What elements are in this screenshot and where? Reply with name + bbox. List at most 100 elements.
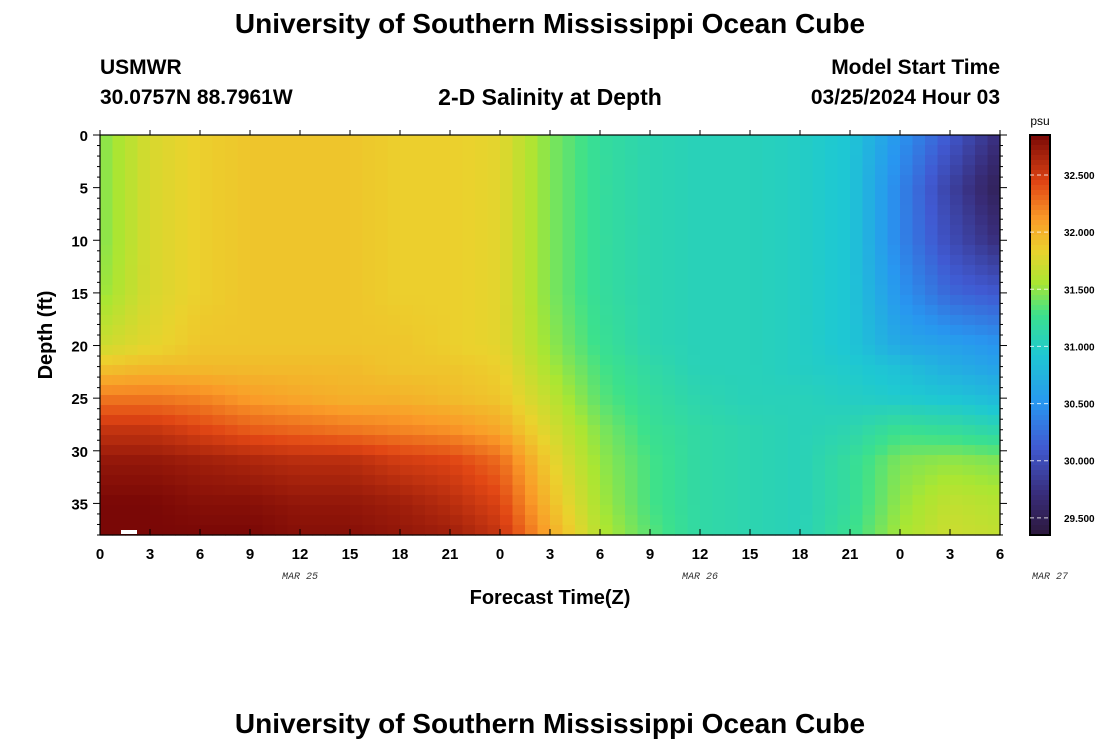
heatmap-cell [875, 195, 889, 206]
colorbar-band [1030, 210, 1050, 216]
colorbar-band [1030, 190, 1050, 196]
colorbar-tick-label: 32.500 [1064, 171, 1095, 182]
heatmap-cell [662, 215, 676, 226]
colorbar-tick-label: 29.500 [1064, 514, 1095, 525]
heatmap-cell [587, 245, 601, 256]
heatmap-cell [487, 335, 501, 346]
heatmap-cell [375, 375, 389, 386]
heatmap-cell [487, 375, 501, 386]
heatmap-cell [962, 265, 976, 276]
heatmap-cell [500, 485, 514, 496]
heatmap-cell [437, 325, 451, 336]
heatmap-cell [237, 255, 251, 266]
heatmap-cell [425, 315, 439, 326]
heatmap-cell [975, 155, 989, 166]
heatmap-cell [637, 405, 651, 416]
x-tick-label: 3 [546, 546, 554, 563]
heatmap-cell [775, 165, 789, 176]
heatmap-cell [750, 445, 764, 456]
heatmap-cell [612, 255, 626, 266]
heatmap-cell [775, 155, 789, 166]
heatmap-cell [975, 135, 989, 146]
heatmap-cell [150, 225, 164, 236]
heatmap-cell [412, 325, 426, 336]
heatmap-cell [425, 265, 439, 276]
heatmap-cell [275, 345, 289, 356]
heatmap-cell [737, 195, 751, 206]
heatmap-cell [350, 415, 364, 426]
heatmap-cell [175, 135, 189, 146]
heatmap-cell [825, 155, 839, 166]
heatmap-cell [200, 455, 214, 466]
heatmap-cell [525, 405, 539, 416]
heatmap-cell [262, 325, 276, 336]
heatmap-cell [550, 305, 564, 316]
heatmap-cell [712, 155, 726, 166]
heatmap-cell [887, 245, 901, 256]
heatmap-cell [962, 445, 976, 456]
heatmap-cell [150, 475, 164, 486]
heatmap-cell [675, 375, 689, 386]
heatmap-cell [587, 165, 601, 176]
heatmap-cell [537, 385, 551, 396]
heatmap-cell [162, 295, 176, 306]
heatmap-cell [950, 445, 964, 456]
heatmap-cell [925, 275, 939, 286]
heatmap-cell [375, 205, 389, 216]
heatmap-cell [837, 455, 851, 466]
heatmap-cell [762, 315, 776, 326]
heatmap-cell [700, 215, 714, 226]
heatmap-cell [850, 185, 864, 196]
heatmap-cell [750, 465, 764, 476]
heatmap-cell [487, 425, 501, 436]
heatmap-cell [612, 215, 626, 226]
heatmap-cell [150, 285, 164, 296]
heatmap-cell [200, 195, 214, 206]
heatmap-cell [312, 465, 326, 476]
heatmap-cell [537, 315, 551, 326]
heatmap-cell [787, 235, 801, 246]
heatmap-cell [450, 415, 464, 426]
heatmap-cell [562, 375, 576, 386]
heatmap-cell [637, 235, 651, 246]
heatmap-cell [775, 195, 789, 206]
colorbar-band [1030, 305, 1050, 311]
heatmap-cell [250, 465, 264, 476]
x-tick-label: 18 [392, 546, 409, 563]
heatmap-cell [800, 295, 814, 306]
heatmap-cell [487, 265, 501, 276]
heatmap-cell [237, 295, 251, 306]
heatmap-cell [175, 475, 189, 486]
heatmap-cell [950, 375, 964, 386]
heatmap-cell [775, 215, 789, 226]
heatmap-cell [612, 505, 626, 516]
heatmap-cell [900, 135, 914, 146]
heatmap-cell [400, 185, 414, 196]
heatmap-cell [687, 215, 701, 226]
heatmap-cell [250, 355, 264, 366]
heatmap-cell [237, 145, 251, 156]
heatmap-cell [137, 205, 151, 216]
heatmap-cell [287, 245, 301, 256]
heatmap-cell [275, 215, 289, 226]
heatmap-cell [437, 245, 451, 256]
x-tick-label: 6 [196, 546, 204, 563]
heatmap-cell [112, 285, 126, 296]
heatmap-cell [837, 135, 851, 146]
heatmap-cell [450, 155, 464, 166]
heatmap-cell [662, 225, 676, 236]
heatmap-cell [225, 265, 239, 276]
y-tick-label: 20 [71, 339, 88, 356]
heatmap-cell [762, 395, 776, 406]
heatmap-cell [250, 165, 264, 176]
heatmap-cell [600, 465, 614, 476]
heatmap-cell [825, 395, 839, 406]
heatmap-cell [187, 455, 201, 466]
colorbar-band [1030, 230, 1050, 236]
heatmap-cell [975, 345, 989, 356]
heatmap-cell [825, 485, 839, 496]
heatmap-cell [362, 385, 376, 396]
heatmap-cell [587, 355, 601, 366]
heatmap-cell [800, 255, 814, 266]
heatmap-cell [175, 205, 189, 216]
